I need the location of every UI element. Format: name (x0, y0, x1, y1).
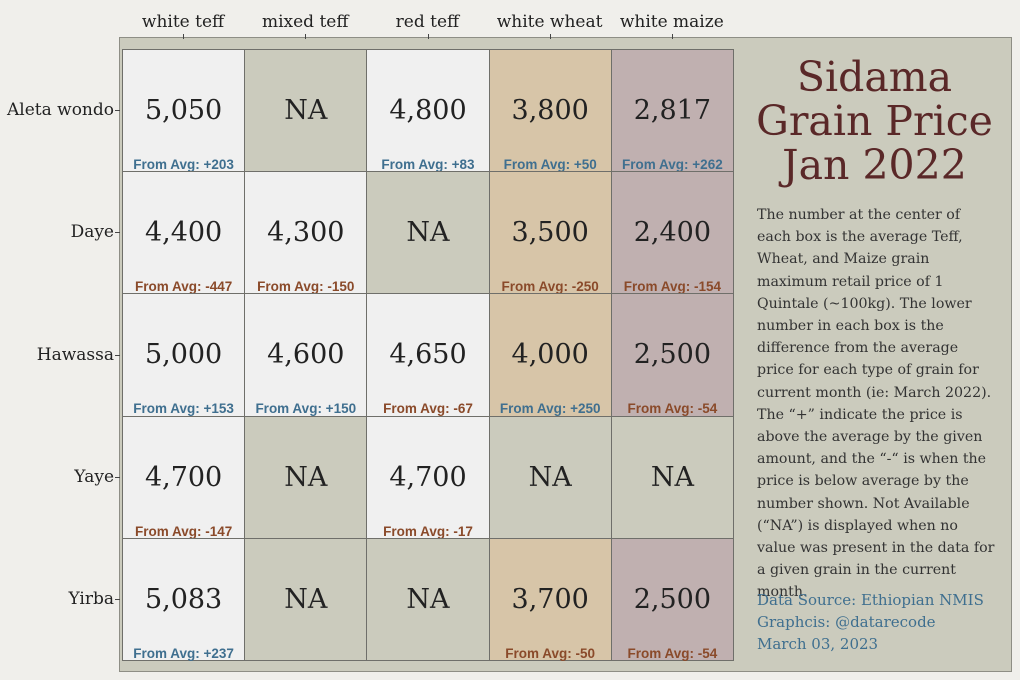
difference-label: From Avg: -54 (627, 645, 718, 661)
row-tick (115, 355, 120, 356)
price-cell: 4,600 From Avg: +150 (244, 293, 368, 417)
price-value: 2,817 (633, 95, 712, 126)
row-label-yaye: Yaye (74, 467, 114, 487)
price-value: 4,400 (144, 217, 223, 249)
difference-label: From Avg: -154 (623, 279, 722, 295)
column-header-red-teff: red teff (395, 12, 460, 32)
price-value: 5,083 (144, 583, 223, 615)
difference-label: From Avg: -17 (383, 523, 473, 539)
na-label: NA (284, 95, 328, 126)
difference-label: From Avg: +262 (622, 157, 723, 172)
price-value: 4,800 (389, 95, 467, 126)
price-cell: 5,050 From Avg: +203 (122, 49, 246, 173)
difference-label: From Avg: +250 (499, 401, 601, 417)
title-line-2: Grain Price (756, 97, 993, 145)
row-tick (115, 477, 120, 478)
price-cell: 2,817 From Avg: +262 (610, 49, 734, 173)
difference-label: From Avg: -150 (257, 279, 355, 295)
difference-label: From Avg: +50 (503, 157, 597, 172)
date-credit: March 03, 2023 (757, 635, 879, 653)
difference-label: From Avg: -147 (134, 523, 233, 539)
price-cell: 5,000 From Avg: +153 (122, 293, 246, 417)
column-header-white-teff: white teff (141, 12, 225, 32)
price-value: 3,800 (511, 95, 589, 126)
price-cell: 4,400 From Avg: -447 (122, 171, 246, 295)
row-tick (115, 599, 120, 600)
column-header-white-wheat: white wheat (496, 12, 603, 32)
price-cell: 2,400 From Avg: -154 (610, 171, 734, 295)
column-tick (305, 34, 306, 39)
column-tick (183, 34, 184, 39)
price-value: 2,500 (633, 583, 712, 615)
difference-label: From Avg: -50 (505, 645, 596, 661)
price-cell: 4,700 From Avg: -147 (122, 415, 246, 539)
difference-label: From Avg: -447 (134, 279, 233, 295)
price-cell: 2,500 From Avg: -54 (610, 293, 734, 417)
price-cell: NA (610, 415, 734, 539)
price-cell: NA (244, 415, 368, 539)
difference-label: From Avg: -54 (627, 401, 718, 417)
price-cell: 4,000 From Avg: +250 (488, 293, 612, 417)
chart-title: Sidama Grain Price Jan 2022 (752, 55, 997, 187)
difference-label: From Avg: +150 (255, 401, 357, 417)
row-label-aleta-wondo: Aleta wondo (7, 100, 114, 120)
price-value: 4,700 (144, 461, 223, 493)
price-cell: NA (366, 537, 490, 661)
price-cell: 5,083 From Avg: +237 (122, 537, 246, 661)
row-label-daye: Daye (70, 222, 114, 242)
column-tick (428, 34, 429, 39)
price-value: 4,600 (267, 339, 345, 371)
price-cell: 4,800 From Avg: +83 (366, 49, 490, 173)
row-tick (115, 110, 120, 111)
price-cell: NA (244, 537, 368, 661)
graphics-credit: Graphcis: @datarecode (757, 613, 936, 631)
price-cell: 4,300 From Avg: -150 (244, 171, 368, 295)
row-label-hawassa: Hawassa (36, 345, 114, 365)
title-line-3: Jan 2022 (782, 141, 967, 189)
price-value: 4,650 (389, 339, 467, 371)
difference-label: From Avg: -67 (383, 401, 473, 417)
difference-label: From Avg: +153 (133, 401, 234, 417)
price-value: 2,500 (633, 339, 712, 371)
na-label: NA (284, 583, 328, 615)
price-value: 4,300 (267, 217, 345, 249)
price-value: 3,500 (511, 217, 589, 249)
price-value: 4,000 (511, 339, 589, 371)
price-value: 5,000 (144, 339, 223, 371)
price-cell: 3,700 From Avg: -50 (488, 537, 612, 661)
na-label: NA (650, 461, 694, 493)
price-cell: 4,650 From Avg: -67 (366, 293, 490, 417)
column-header-mixed-teff: mixed teff (261, 12, 349, 32)
price-value: 5,050 (144, 95, 223, 126)
column-tick (550, 34, 551, 39)
row-label-yirba: Yirba (68, 589, 114, 609)
price-value: 3,700 (511, 583, 589, 615)
price-value: 2,400 (633, 217, 712, 249)
column-header-white-maize: white maize (619, 12, 724, 32)
data-source-credit: Data Source: Ethiopian NMIS (757, 591, 984, 609)
price-cell: NA (366, 171, 490, 295)
difference-label: From Avg: +203 (133, 157, 234, 172)
price-cell: 4,700 From Avg: -17 (366, 415, 490, 539)
title-line-1: Sidama (796, 53, 953, 101)
price-value: 4,700 (389, 461, 467, 493)
difference-label: From Avg: -250 (501, 279, 599, 295)
na-label: NA (406, 217, 450, 249)
price-cell: NA (244, 49, 368, 173)
column-tick (672, 34, 673, 39)
row-tick (115, 232, 120, 233)
na-label: NA (284, 461, 328, 493)
difference-label: From Avg: +237 (133, 645, 234, 661)
price-cell: NA (488, 415, 612, 539)
na-label: NA (406, 583, 450, 615)
price-cell: 3,500 From Avg: -250 (488, 171, 612, 295)
chart-description: The number at the center of each box is … (757, 207, 995, 601)
price-cell: 2,500 From Avg: -54 (610, 537, 734, 661)
difference-label: From Avg: +83 (381, 157, 475, 172)
price-cell: 3,800 From Avg: +50 (488, 49, 612, 173)
na-label: NA (528, 461, 572, 493)
